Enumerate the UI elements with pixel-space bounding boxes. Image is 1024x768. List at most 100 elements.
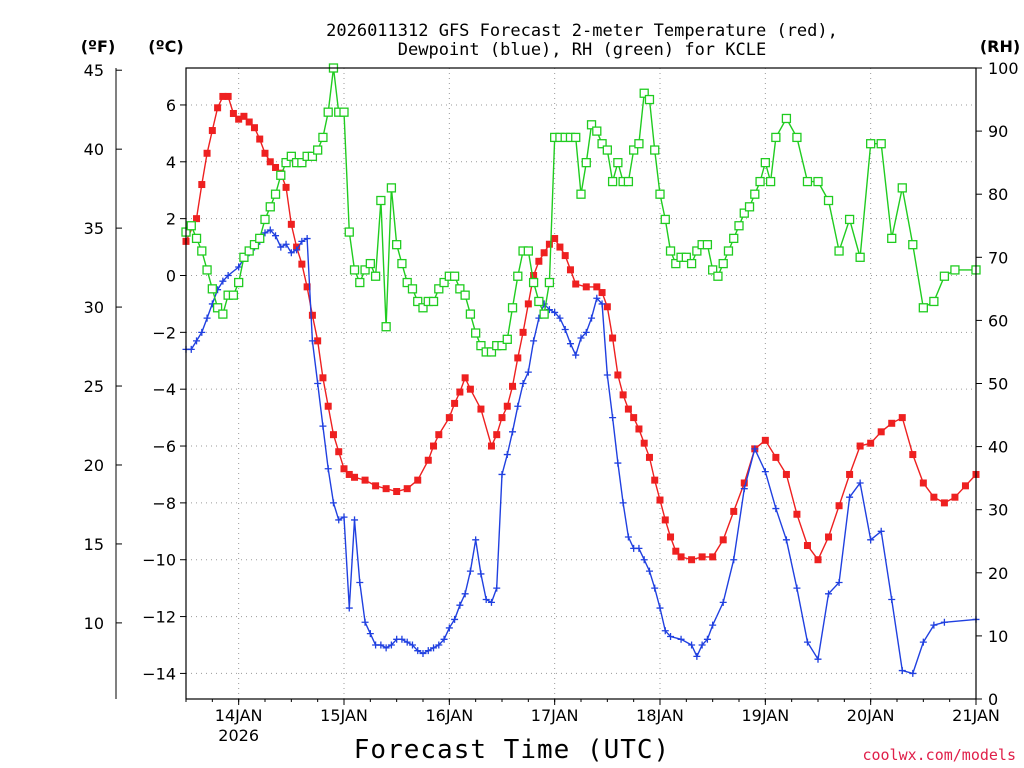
dewpoint-point [703,635,711,643]
rh-point [576,189,586,199]
rh-point [455,284,465,294]
temperature-point [266,158,274,166]
temperature-point [846,470,854,478]
temperature-point [214,104,222,112]
dewpoint-point [677,635,685,643]
fahrenheit-tick-label: 20 [84,456,104,475]
dewpoint-point [530,337,538,345]
dewpoint-point [308,337,316,345]
temperature-point [414,476,422,484]
credit-link[interactable]: coolwx.com/models [862,746,1016,764]
rh-point [650,145,660,155]
rh-point [428,296,439,307]
rh-point [939,271,950,281]
dewpoint-point [277,243,285,251]
dewpoint-point [719,598,727,606]
x-tick-label: 17JAN [531,706,579,725]
temperature-point [598,289,606,297]
rh-point [702,240,713,250]
dewpoint-point [514,402,522,410]
rh-point [771,132,781,143]
temperature-point [888,419,896,427]
dewpoint-point [572,351,580,359]
rh-point [855,252,865,262]
dewpoint-point [366,630,374,638]
temperature-point [503,402,511,410]
dewpoint-point [635,544,643,552]
fahrenheit-tick-label: 30 [84,298,104,317]
temperature-point [487,442,495,450]
x-tick-label: 19JAN [741,706,789,725]
temperature-point [451,399,459,407]
rh-point [908,240,918,250]
temperature-point [324,402,332,410]
dewpoint-point [656,604,664,612]
temperature-point [535,257,543,265]
rh-point [887,233,897,244]
fahrenheit-tick-label: 35 [84,219,104,238]
temperature-point [651,476,659,484]
temperature-point [340,465,348,473]
dewpoint-point [919,638,927,646]
rh-point [186,221,196,231]
rh-point [734,221,744,231]
dewpoint-point [751,445,759,453]
celsius-tick-label: 6 [166,96,176,115]
temperature-point [572,280,580,288]
rh-point [449,271,460,281]
temperature-point [951,493,959,501]
rh-point [265,202,275,212]
temperature-point [556,243,564,251]
dewpoint-point [603,371,611,379]
dewpoint-point [740,485,748,493]
dewpoint-point [551,308,559,316]
dewpoint-point [588,314,596,322]
x-tick-label: 15JAN [320,706,368,725]
chart-subtitle: Dewpoint (blue), RH (green) for KCLE [398,40,766,60]
fahrenheit-tick-label: 40 [84,140,104,159]
dewpoint-point [846,493,854,501]
celsius-tick-label: 4 [166,153,176,172]
rh-tick-label: 40 [988,438,1008,457]
rh-point [723,246,734,256]
rh-point [202,265,212,275]
rh-point [370,271,381,281]
rh-tick-label: 80 [988,185,1008,204]
dewpoint-point [382,644,390,652]
temperature-point [761,436,769,444]
temperature-point [825,533,833,541]
rh-point [281,157,291,168]
rh-point [244,246,254,256]
x-axis-title: Forecast Time (UTC) [354,735,670,765]
rh-point [513,271,523,281]
temperature-point [430,442,438,450]
celsius-tick-label: −14 [142,664,176,683]
dewpoint-point [609,414,617,422]
dewpoint-point [877,527,885,535]
rh-point [234,277,244,288]
temperature-point [635,425,643,433]
temperature-point [319,374,327,382]
dewpoint-point [219,277,227,285]
dewpoint-point [667,632,675,640]
celsius-tick-label: −2 [152,323,176,342]
rh-point [581,157,591,168]
temperature-point [272,163,280,171]
dewpoint-point [888,596,896,604]
x-tick-label: 20JAN [847,706,895,725]
rh-point [792,132,802,143]
rh-point [692,246,702,256]
dewpoint-point [424,647,432,655]
temperature-point [298,260,306,268]
x-tick-label: 18JAN [636,706,684,725]
dewpoint-point [361,618,369,626]
temperature-point [545,240,553,248]
dewpoint-point [730,556,738,564]
dewpoint-point [524,368,532,376]
rh-tick-label: 70 [988,248,1008,267]
dewpoint-point [345,604,353,612]
temperature-point [261,149,269,157]
rh-point [744,202,755,212]
x-tick-label: 16JAN [425,706,473,725]
dewpoint-point [351,516,359,524]
